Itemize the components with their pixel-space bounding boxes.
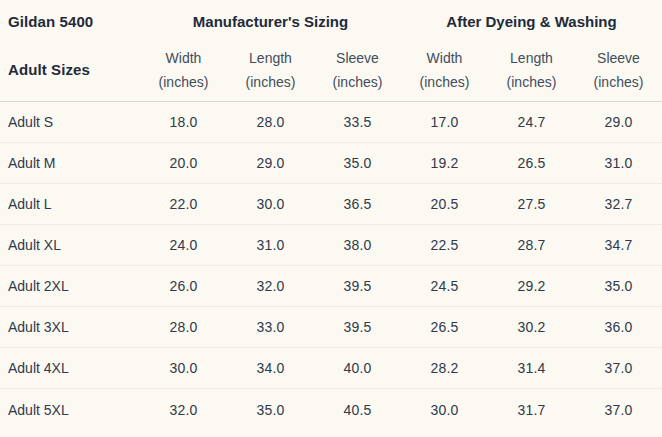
cell-value: 31.4: [488, 360, 575, 376]
cell-value: 39.5: [314, 278, 401, 294]
cell-value: 40.5: [314, 402, 401, 418]
size-chart-table: Gildan 5400 Manufacturer's Sizing After …: [0, 0, 662, 437]
size-label: Adult 2XL: [0, 278, 140, 294]
table-row-adult-s: Adult S 18.0 28.0 33.5 17.0 24.7 29.0: [0, 102, 662, 143]
cell-value: 28.0: [140, 319, 227, 335]
cell-value: 31.7: [488, 402, 575, 418]
size-label: Adult M: [0, 155, 140, 171]
cell-value: 26.5: [488, 155, 575, 171]
cell-value: 30.0: [401, 402, 488, 418]
table-title: Gildan 5400: [0, 13, 140, 30]
cell-value: 20.0: [140, 155, 227, 171]
table-subtitle: Adult Sizes: [0, 61, 140, 78]
cell-value: 32.7: [575, 196, 662, 212]
table-row-adult-5xl: Adult 5XL 32.0 35.0 40.5 30.0 31.7 37.0: [0, 389, 662, 430]
cell-value: 29.2: [488, 278, 575, 294]
cell-value: 40.0: [314, 360, 401, 376]
cell-value: 29.0: [227, 155, 314, 171]
cell-value: 35.0: [314, 155, 401, 171]
cell-value: 30.2: [488, 319, 575, 335]
table-row-adult-2xl: Adult 2XL 26.0 32.0 39.5 24.5 29.2 35.0: [0, 266, 662, 307]
cell-value: 38.0: [314, 237, 401, 253]
column-header-mfr-length: Length (inches): [227, 46, 314, 94]
cell-value: 39.5: [314, 319, 401, 335]
table-row-adult-l: Adult L 22.0 30.0 36.5 20.5 27.5 32.7: [0, 184, 662, 225]
cell-value: 32.0: [227, 278, 314, 294]
size-label: Adult 4XL: [0, 360, 140, 376]
table-header: Gildan 5400 Manufacturer's Sizing After …: [0, 0, 662, 102]
cell-value: 28.7: [488, 237, 575, 253]
cell-value: 22.0: [140, 196, 227, 212]
cell-value: 36.0: [575, 319, 662, 335]
size-label: Adult 5XL: [0, 402, 140, 418]
cell-value: 18.0: [140, 114, 227, 130]
cell-value: 27.5: [488, 196, 575, 212]
cell-value: 30.0: [140, 360, 227, 376]
cell-value: 24.5: [401, 278, 488, 294]
table-row-adult-3xl: Adult 3XL 28.0 33.0 39.5 26.5 30.2 36.0: [0, 307, 662, 348]
cell-value: 26.5: [401, 319, 488, 335]
cell-value: 28.2: [401, 360, 488, 376]
column-header-dye-width: Width (inches): [401, 46, 488, 94]
group-header-after-dyeing-washing: After Dyeing & Washing: [401, 13, 662, 30]
table-row-adult-xl: Adult XL 24.0 31.0 38.0 22.5 28.7 34.7: [0, 225, 662, 266]
column-header-dye-length: Length (inches): [488, 46, 575, 94]
cell-value: 24.7: [488, 114, 575, 130]
cell-value: 32.0: [140, 402, 227, 418]
cell-value: 30.0: [227, 196, 314, 212]
size-label: Adult XL: [0, 237, 140, 253]
cell-value: 33.0: [227, 319, 314, 335]
size-label: Adult S: [0, 114, 140, 130]
cell-value: 19.2: [401, 155, 488, 171]
cell-value: 36.5: [314, 196, 401, 212]
cell-value: 34.7: [575, 237, 662, 253]
cell-value: 34.0: [227, 360, 314, 376]
cell-value: 29.0: [575, 114, 662, 130]
cell-value: 26.0: [140, 278, 227, 294]
cell-value: 17.0: [401, 114, 488, 130]
table-row-adult-m: Adult M 20.0 29.0 35.0 19.2 26.5 31.0: [0, 143, 662, 184]
table-row-adult-4xl: Adult 4XL 30.0 34.0 40.0 28.2 31.4 37.0: [0, 348, 662, 389]
cell-value: 33.5: [314, 114, 401, 130]
cell-value: 20.5: [401, 196, 488, 212]
size-label: Adult 3XL: [0, 319, 140, 335]
group-header-manufacturer-sizing: Manufacturer's Sizing: [140, 13, 401, 30]
column-header-dye-sleeve: Sleeve (inches): [575, 46, 662, 94]
cell-value: 24.0: [140, 237, 227, 253]
cell-value: 35.0: [575, 278, 662, 294]
column-header-mfr-sleeve: Sleeve (inches): [314, 46, 401, 94]
cell-value: 28.0: [227, 114, 314, 130]
cell-value: 37.0: [575, 402, 662, 418]
cell-value: 37.0: [575, 360, 662, 376]
cell-value: 35.0: [227, 402, 314, 418]
column-header-mfr-width: Width (inches): [140, 46, 227, 94]
cell-value: 22.5: [401, 237, 488, 253]
cell-value: 31.0: [227, 237, 314, 253]
size-label: Adult L: [0, 196, 140, 212]
cell-value: 31.0: [575, 155, 662, 171]
